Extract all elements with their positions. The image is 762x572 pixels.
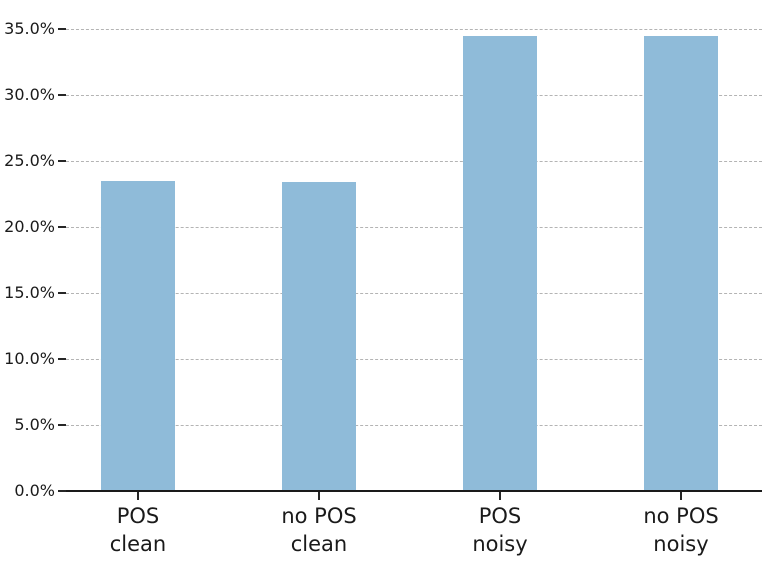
y-tick-mark: [58, 28, 66, 30]
y-tick-label: 15.0%: [4, 283, 55, 302]
x-tick-mark: [318, 492, 320, 500]
x-tick-mark: [499, 492, 501, 500]
y-tick-label: 25.0%: [4, 151, 55, 170]
x-axis-line: [66, 490, 762, 492]
bar: [463, 35, 537, 491]
y-tick-label: 20.0%: [4, 217, 55, 236]
y-tick-mark: [58, 424, 66, 426]
y-tick-label: 0.0%: [14, 481, 55, 500]
x-tick-label: POS clean: [109, 504, 167, 556]
y-tick-mark: [58, 490, 66, 492]
bar: [101, 180, 175, 491]
bar: [282, 182, 356, 491]
gridline: [66, 359, 762, 360]
x-tick-label: no POS noisy: [643, 504, 719, 556]
x-tick-mark: [137, 492, 139, 500]
y-tick-label: 30.0%: [4, 85, 55, 104]
gridline: [66, 227, 762, 228]
y-tick-label: 35.0%: [4, 19, 55, 38]
y-tick-mark: [58, 226, 66, 228]
x-tick-label: POS noisy: [472, 504, 528, 556]
gridline: [66, 293, 762, 294]
y-tick-label: 5.0%: [14, 415, 55, 434]
gridline: [66, 29, 762, 30]
x-tick-mark: [680, 492, 682, 500]
gridline: [66, 95, 762, 96]
gridline: [66, 161, 762, 162]
y-tick-label: 10.0%: [4, 349, 55, 368]
gridline: [66, 425, 762, 426]
y-tick-mark: [58, 358, 66, 360]
bar: [644, 35, 718, 491]
y-tick-mark: [58, 292, 66, 294]
y-tick-mark: [58, 160, 66, 162]
x-tick-label: no POS clean: [281, 504, 357, 556]
y-tick-mark: [58, 94, 66, 96]
